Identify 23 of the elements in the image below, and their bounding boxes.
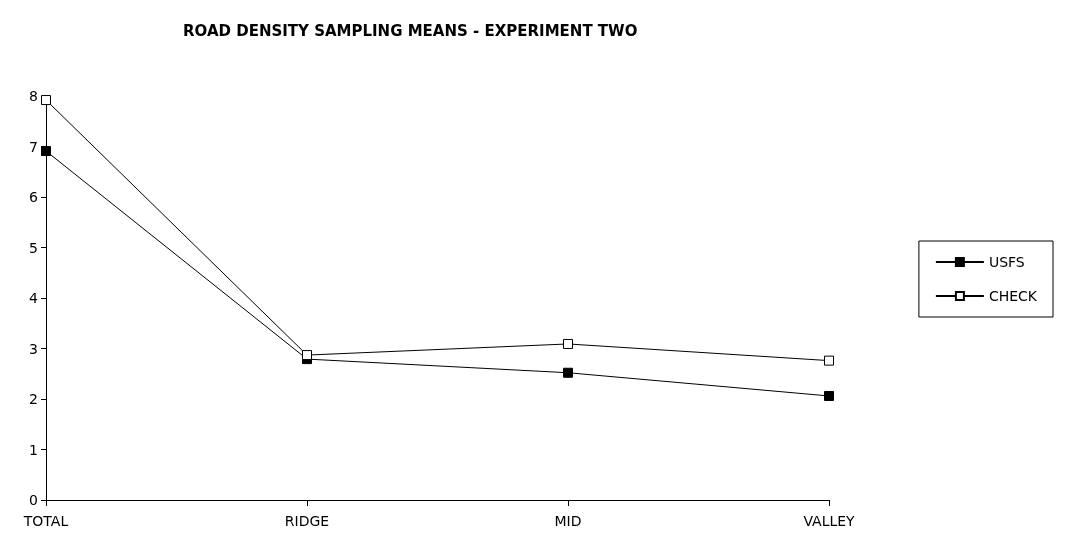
legend-label: CHECK (988, 288, 1038, 304)
x-tick-label: MID (554, 513, 582, 529)
y-tick-label: 0 (29, 492, 38, 508)
chart-title: ROAD DENSITY SAMPLING MEANS - EXPERIMENT TWO (183, 21, 638, 40)
x-tick-label: VALLEY (803, 513, 856, 529)
y-tick-label: 7 (29, 138, 38, 155)
point (563, 338, 573, 349)
y-tick-label: 8 (29, 88, 38, 104)
point (824, 355, 834, 366)
y-tick-label: 3 (29, 340, 38, 357)
y-tick-label: 4 (29, 290, 39, 306)
point (563, 367, 573, 378)
point (41, 146, 51, 157)
x-tick-label: RIDGE (284, 513, 330, 529)
y-tick-label: 2 (29, 391, 38, 407)
legend-label: USFS (988, 254, 1025, 270)
point (41, 95, 51, 106)
point (824, 390, 834, 401)
point (302, 350, 312, 361)
y-tick-label: 1 (29, 441, 38, 458)
y-tick-label: 6 (29, 189, 39, 205)
x-tick-label: TOTAL (22, 513, 69, 529)
y-tick-label: 5 (29, 239, 38, 256)
